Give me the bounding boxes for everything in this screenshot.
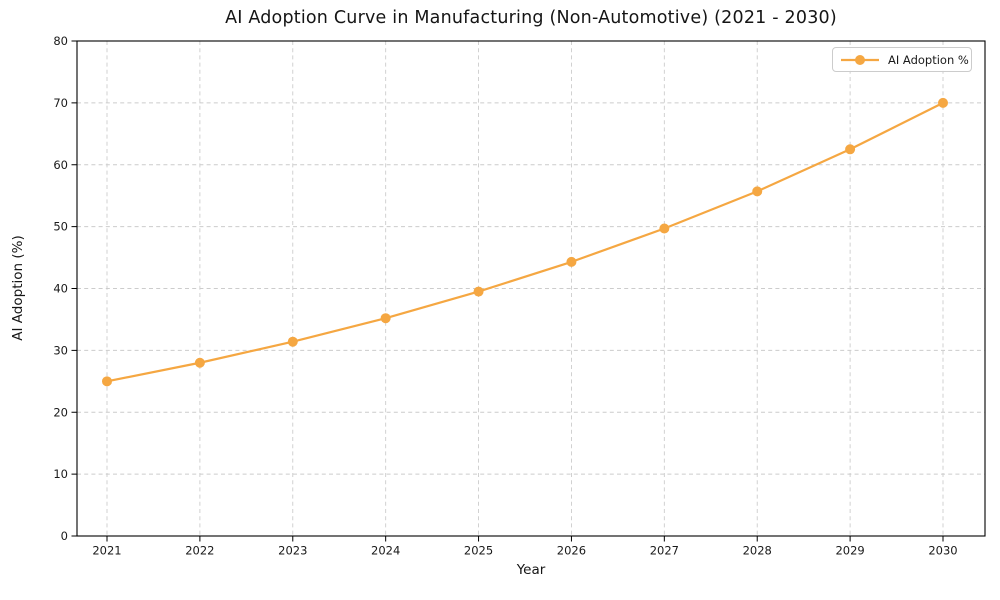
y-tick-label-0: 0 (61, 529, 68, 543)
data-point-2024 (380, 313, 391, 324)
y-tick-label-10: 10 (53, 467, 68, 481)
y-tick-label-40: 40 (53, 282, 68, 296)
y-tick-label-20: 20 (53, 405, 68, 419)
x-axis-label: Year (516, 562, 546, 578)
x-tick-label-2027: 2027 (650, 544, 679, 558)
x-tick-label-2021: 2021 (92, 544, 121, 558)
data-point-2021 (102, 376, 112, 387)
y-tick-label-50: 50 (53, 220, 68, 234)
y-tick-label-30: 30 (53, 343, 68, 357)
data-point-2027 (659, 223, 670, 234)
x-tick-label-2023: 2023 (278, 544, 307, 558)
legend: AI Adoption % (832, 47, 972, 72)
legend-marker (855, 54, 865, 65)
data-point-2028 (752, 186, 763, 197)
x-tick-label-2028: 2028 (743, 544, 772, 558)
legend-line-marker-swatch (841, 54, 879, 65)
data-point-2022 (194, 357, 205, 368)
series-line-ai-adoption-% (105, 101, 945, 383)
x-tick-label-2030: 2030 (928, 544, 957, 558)
chart-title: AI Adoption Curve in Manufacturing (Non-… (225, 8, 837, 28)
data-point-2025 (473, 286, 484, 297)
x-tick-label-2026: 2026 (557, 544, 586, 558)
x-tick-label-2024: 2024 (371, 544, 400, 558)
data-point-2030 (938, 97, 948, 108)
x-tick-label-2029: 2029 (835, 544, 864, 558)
x-tick-label-2025: 2025 (464, 544, 493, 558)
data-point-2029 (845, 144, 856, 155)
y-tick-label-60: 60 (53, 158, 68, 172)
data-point-2026 (566, 256, 577, 267)
x-tick-label-2022: 2022 (185, 544, 214, 558)
data-point-2023 (287, 336, 298, 347)
y-tick-label-70: 70 (53, 96, 68, 110)
y-tick-label-80: 80 (53, 34, 68, 48)
legend-label: AI Adoption % (888, 52, 969, 67)
